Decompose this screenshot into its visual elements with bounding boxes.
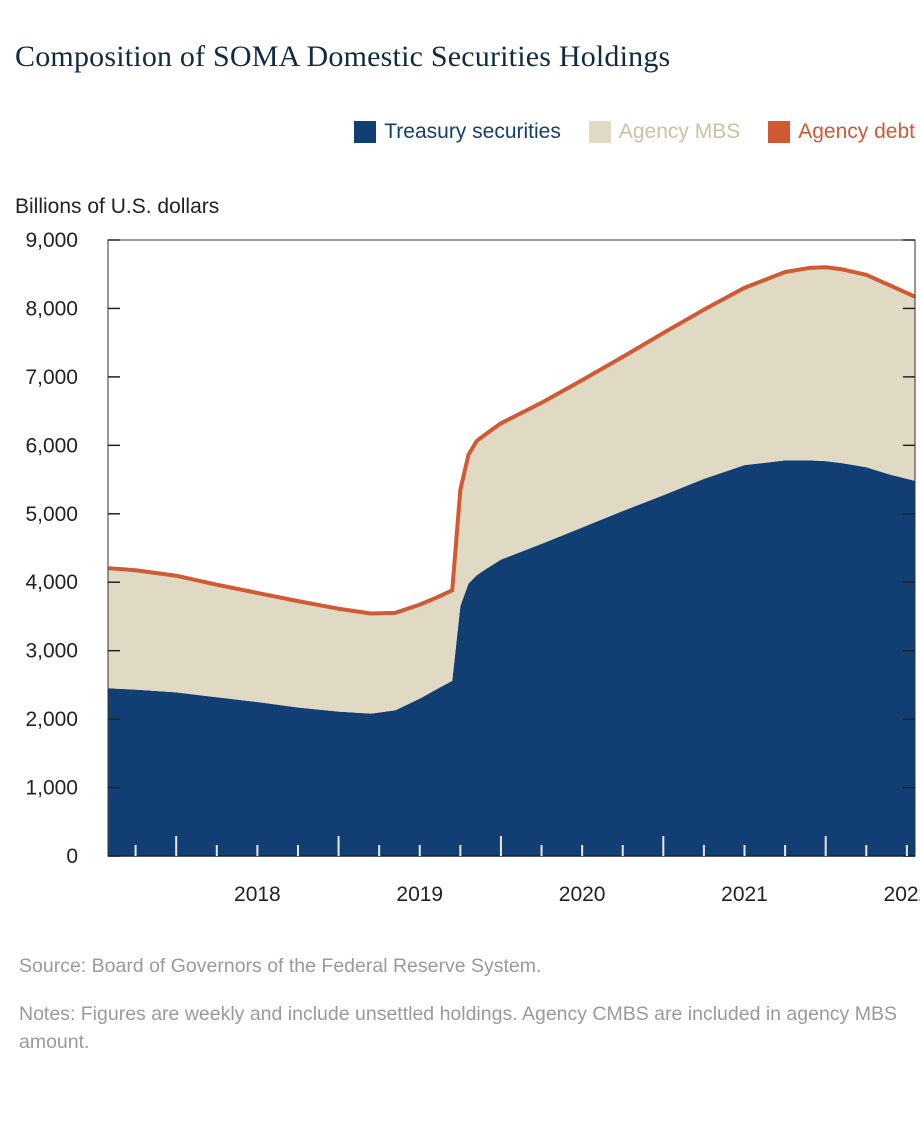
x-tick-label: 2018	[234, 883, 281, 906]
x-tick-label: 2022	[884, 883, 920, 906]
chart-legend: Treasury securities Agency MBS Agency de…	[354, 120, 915, 144]
y-tick-label: 3,000	[25, 640, 78, 663]
x-tick-label: 2020	[559, 883, 606, 906]
legend-label-agency-debt: Agency debt	[798, 120, 915, 143]
legend-swatch-treasury	[354, 121, 377, 143]
legend-item-agency-debt: Agency debt	[768, 120, 915, 144]
y-tick-label: 5,000	[25, 503, 78, 526]
notes-text: Notes: Figures are weekly and include un…	[19, 1003, 897, 1053]
y-tick-label: 2,000	[25, 708, 78, 731]
y-tick-label: 4,000	[25, 571, 78, 594]
y-tick-label: 8,000	[25, 297, 78, 320]
legend-label-agency-mbs: Agency MBS	[618, 120, 741, 143]
legend-swatch-agency-mbs	[588, 121, 611, 143]
legend-label-treasury: Treasury securities	[384, 120, 561, 143]
area-agency-mbs	[108, 267, 915, 714]
area-treasury-securities	[108, 460, 915, 856]
legend-item-treasury: Treasury securities	[354, 120, 561, 144]
x-tick-label: 2021	[721, 883, 768, 906]
chart-title: Composition of SOMA Domestic Securities …	[15, 40, 671, 73]
legend-swatch-agency-debt	[768, 121, 791, 143]
y-tick-label: 7,000	[25, 366, 78, 389]
y-tick-label: 0	[66, 845, 78, 868]
legend-item-agency-mbs: Agency MBS	[588, 120, 741, 144]
y-axis-unit-label: Billions of U.S. dollars	[15, 195, 220, 218]
y-tick-label: 9,000	[25, 230, 78, 252]
source-note: Source: Board of Governors of the Federa…	[19, 955, 542, 977]
line-agency-debt	[107, 265, 916, 616]
stacked-area-chart: 0 1,000 2,000 3,000 4,000 5,000 6,000 7,000 8,00…	[25, 230, 920, 906]
y-tick-label: 1,000	[25, 777, 78, 800]
y-tick-label: 6,000	[25, 434, 78, 457]
x-tick-label: 2019	[396, 883, 443, 906]
